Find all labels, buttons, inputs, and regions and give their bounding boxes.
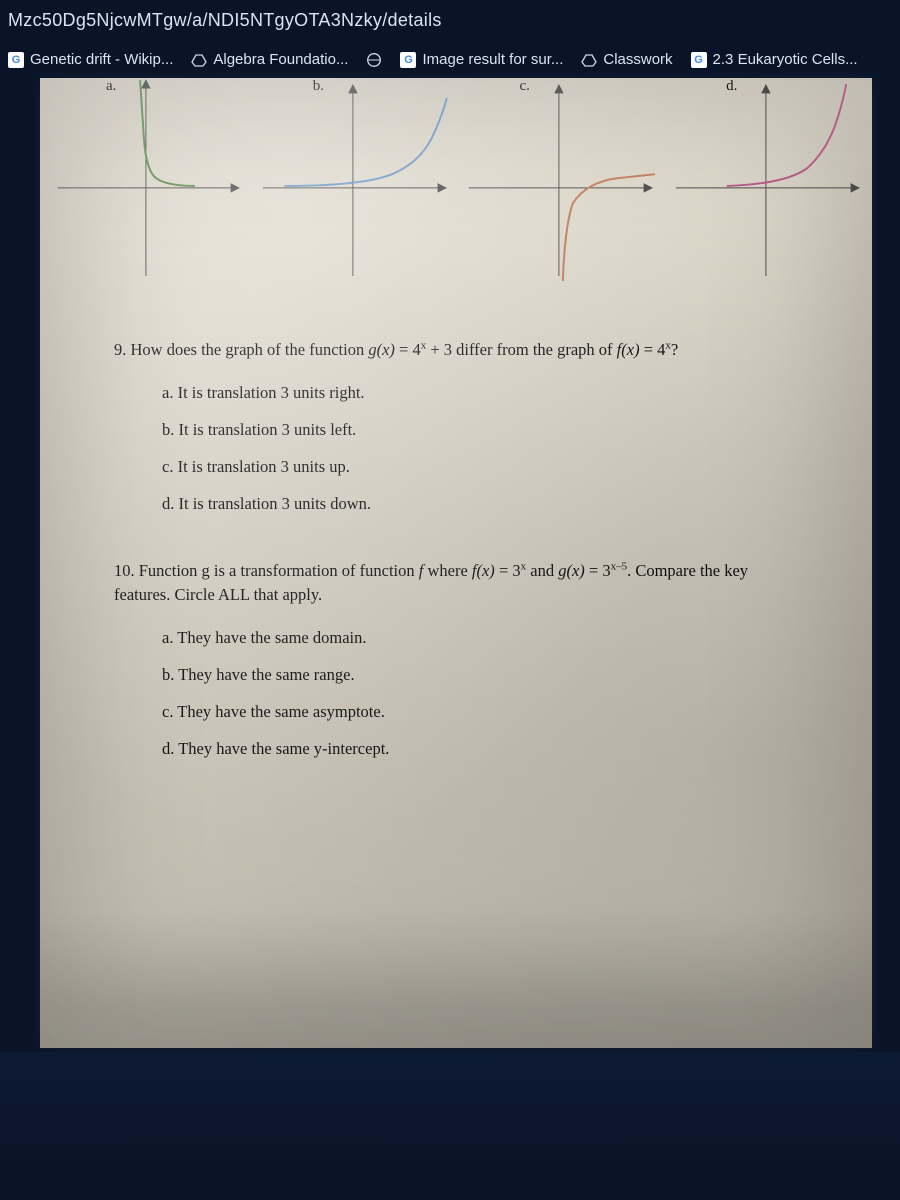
graph-a-svg (48, 78, 244, 288)
question-10: 10. Function g is a transformation of fu… (114, 559, 804, 760)
bookmark-genetic-drift[interactable]: G Genetic drift - Wikip... (8, 51, 173, 68)
graph-d: d. (668, 78, 864, 298)
graph-b-svg (255, 78, 451, 288)
q10-option-c[interactable]: c. They have the same asymptote. (162, 700, 804, 723)
graph-label-a: a. (106, 78, 116, 95)
bookmark-label: Genetic drift - Wikip... (30, 51, 173, 68)
graph-label-d: d. (726, 78, 737, 95)
google-icon: G (691, 52, 707, 68)
graph-label-b: b. (313, 78, 324, 95)
graph-label-c: c. (519, 78, 529, 95)
q9-prompt: 9. How does the graph of the function g(… (114, 338, 804, 361)
url-fragment: Mzc50Dg5NjcwMTgw/a/NDI5NTgyOTA3Nzky/deta… (0, 0, 900, 45)
bookmark-label: 2.3 Eukaryotic Cells... (713, 51, 858, 68)
q10-option-d[interactable]: d. They have the same y-intercept. (162, 737, 804, 760)
bookmark-label: Algebra Foundatio... (213, 51, 348, 68)
q10-option-a[interactable]: a. They have the same domain. (162, 626, 804, 649)
question-9: 9. How does the graph of the function g(… (114, 338, 804, 515)
q9-option-b[interactable]: b. It is translation 3 units left. (162, 418, 804, 441)
bookmarks-bar: G Genetic drift - Wikip... Algebra Found… (0, 45, 900, 78)
graph-b: b. (255, 78, 451, 298)
q10-options: a. They have the same domain. b. They ha… (114, 626, 804, 760)
questions-area: 9. How does the graph of the function g(… (40, 298, 872, 760)
q10-option-b[interactable]: b. They have the same range. (162, 663, 804, 686)
bookmark-eukaryotic[interactable]: G 2.3 Eukaryotic Cells... (691, 51, 858, 68)
q9-options: a. It is translation 3 units right. b. I… (114, 381, 804, 515)
graph-c-svg (461, 78, 657, 288)
bookmark-browser[interactable] (366, 52, 382, 68)
google-icon: G (400, 52, 416, 68)
bookmark-label: Classwork (603, 51, 672, 68)
q10-prompt: 10. Function g is a transformation of fu… (114, 559, 804, 605)
q9-option-a[interactable]: a. It is translation 3 units right. (162, 381, 804, 404)
google-icon: G (8, 52, 24, 68)
bookmark-image-result[interactable]: G Image result for sur... (400, 51, 563, 68)
browser-icon (366, 52, 382, 68)
document-page: a. b. c. (40, 78, 872, 1048)
drive-icon (581, 52, 597, 68)
graph-a: a. (48, 78, 244, 298)
bookmark-label: Image result for sur... (422, 51, 563, 68)
bookmark-classwork[interactable]: Classwork (581, 51, 672, 68)
drive-icon (191, 52, 207, 68)
q9-option-d[interactable]: d. It is translation 3 units down. (162, 492, 804, 515)
below-page-area (0, 1052, 900, 1200)
page-shadow (40, 908, 872, 1048)
graph-c: c. (461, 78, 657, 298)
bookmark-algebra[interactable]: Algebra Foundatio... (191, 51, 348, 68)
graphs-row: a. b. c. (40, 78, 872, 298)
q9-option-c[interactable]: c. It is translation 3 units up. (162, 455, 804, 478)
graph-d-svg (668, 78, 864, 288)
